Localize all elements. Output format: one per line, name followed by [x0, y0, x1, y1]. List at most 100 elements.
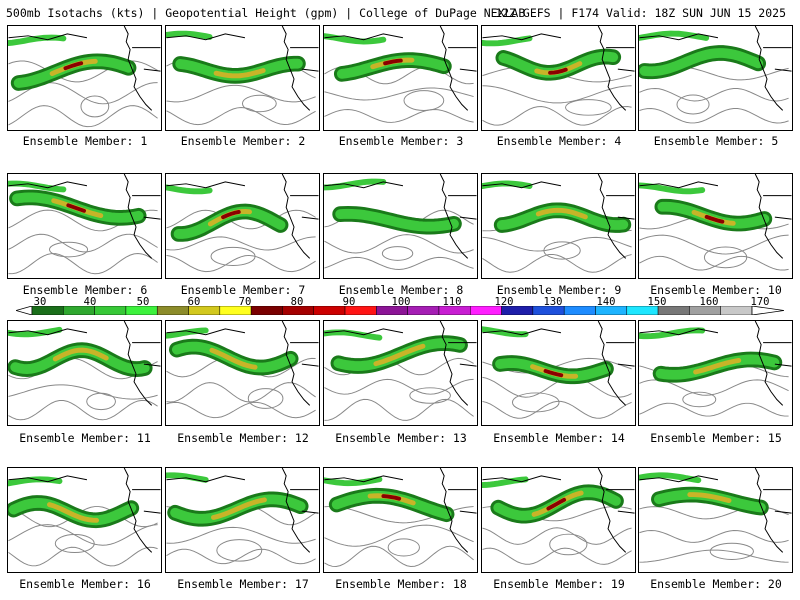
jet-stream-isotachs — [324, 178, 462, 235]
ensemble-member-panel — [165, 467, 320, 573]
ensemble-member-panel — [481, 25, 636, 131]
ensemble-member-panel — [165, 173, 320, 279]
colorbar-swatch — [125, 306, 158, 315]
coastline-borders — [324, 174, 477, 259]
colorbar-tick-label: 140 — [596, 296, 616, 308]
ensemble-member-panel — [7, 467, 162, 573]
coastline-borders — [639, 26, 792, 111]
colorbar-swatch — [156, 306, 189, 315]
isotach-colorbar: 30 40 50 60 70 80 90 100 110 120 130 140 150 160 170 — [0, 296, 800, 320]
member-caption: Ensemble Member: 16 — [19, 577, 151, 591]
coastline-borders — [324, 321, 477, 406]
colorbar-swatch — [407, 306, 440, 315]
coastline-borders — [482, 468, 635, 553]
colorbar-tick-label: 90 — [342, 296, 356, 308]
height-contours — [166, 209, 316, 273]
jet-stream-isotachs — [639, 472, 769, 516]
jet-stream-isotachs — [8, 180, 147, 226]
colorbar-tick-label: 40 — [83, 296, 97, 308]
colorbar-tick-label: 120 — [494, 296, 514, 308]
isotach-map — [639, 468, 792, 563]
jet-stream-isotachs — [324, 33, 452, 82]
member-caption: Ensemble Member: 2 — [180, 134, 306, 148]
jet-stream-isotachs — [8, 326, 153, 377]
jet-stream-isotachs — [324, 476, 455, 523]
ensemble-member-panel — [638, 320, 793, 426]
colorbar-swatch — [563, 306, 596, 315]
coastline-borders — [8, 468, 161, 553]
isotach-map — [639, 26, 792, 124]
coastline-borders — [166, 26, 319, 111]
jet-stream-isotachs — [482, 180, 632, 233]
coastline-borders — [166, 321, 319, 406]
jet-stream-isotachs — [166, 184, 289, 242]
colorbar-tick-label: 80 — [290, 296, 304, 308]
jet-stream-isotachs — [166, 327, 299, 376]
isotach-map — [482, 468, 635, 565]
member-caption: Ensemble Member: 10 — [650, 283, 782, 297]
colorbar-swatch — [313, 306, 346, 315]
member-caption: Ensemble Member: 14 — [493, 431, 625, 445]
colorbar-swatch — [438, 306, 471, 315]
member-caption: Ensemble Member: 13 — [335, 431, 467, 445]
jet-stream-isotachs — [8, 34, 137, 91]
colorbar-tick-label: 160 — [699, 296, 719, 308]
member-caption: Ensemble Member: 5 — [653, 134, 779, 148]
member-caption: Ensemble Member: 3 — [338, 134, 464, 148]
isotach-map — [8, 26, 161, 128]
ensemble-member-panel — [323, 320, 478, 426]
colorbar-tick-label: 150 — [647, 296, 667, 308]
colorbar-swatch — [720, 306, 753, 315]
isotach-map — [324, 468, 477, 567]
product-title: 500mb Isotachs (kts) | Geopotential Heig… — [6, 6, 526, 20]
member-caption: Ensemble Member: 6 — [22, 283, 148, 297]
coastline-borders — [482, 174, 635, 259]
height-contours — [639, 506, 789, 563]
colorbar-tick-label: 50 — [136, 296, 150, 308]
colorbar-swatch — [344, 306, 377, 315]
coastline-borders — [324, 26, 477, 111]
coastline-borders — [639, 321, 792, 406]
jet-stream-isotachs — [166, 472, 309, 527]
isotach-map — [166, 26, 319, 126]
run-valid-time: 12Z GEFS | F174 Valid: 18Z SUN JUN 15 20… — [495, 6, 786, 20]
coastline-borders — [166, 468, 319, 553]
jet-stream-isotachs — [639, 30, 767, 80]
isotach-map — [8, 468, 161, 567]
colorbar-strip — [16, 306, 784, 315]
ensemble-member-panel — [323, 173, 478, 279]
colorbar-swatch — [188, 306, 221, 315]
jet-stream-isotachs — [482, 476, 624, 524]
member-caption: Ensemble Member: 12 — [177, 431, 309, 445]
coastline-borders — [324, 468, 477, 553]
coastline-borders — [639, 174, 792, 259]
colorbar-swatch — [250, 306, 283, 315]
colorbar-max-arrow — [751, 306, 784, 315]
isotach-map — [639, 174, 792, 271]
ensemble-member-panel — [481, 173, 636, 279]
jet-stream-isotachs — [8, 476, 140, 529]
isotach-map — [482, 321, 635, 419]
isotach-map — [8, 174, 161, 275]
ensemble-member-panel — [481, 320, 636, 426]
isotach-map — [482, 174, 635, 273]
ensemble-member-panel — [7, 25, 162, 131]
colorbar-tick-label: 130 — [543, 296, 563, 308]
member-caption: Ensemble Member: 9 — [496, 283, 622, 297]
ensemble-member-panel — [323, 25, 478, 131]
ensemble-member-panel — [323, 467, 478, 573]
ensemble-member-panel — [638, 25, 793, 131]
colorbar-swatch — [219, 306, 252, 315]
coastline-borders — [482, 321, 635, 406]
colorbar-swatch — [31, 306, 64, 315]
ensemble-member-panel — [638, 173, 793, 279]
member-caption: Ensemble Member: 20 — [650, 577, 782, 591]
isotach-map — [324, 26, 477, 123]
colorbar-min-arrow — [16, 306, 33, 315]
coastline-borders — [8, 26, 161, 111]
colorbar-swatch — [501, 306, 534, 315]
colorbar-swatch — [595, 306, 628, 315]
jet-stream-isotachs — [482, 35, 622, 81]
ensemble-member-panel — [481, 467, 636, 573]
member-caption: Ensemble Member: 1 — [22, 134, 148, 148]
